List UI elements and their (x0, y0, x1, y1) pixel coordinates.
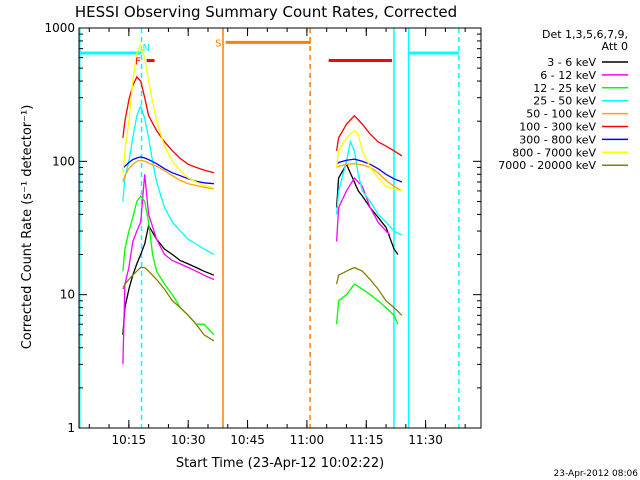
legend-label-0: 3 - 6 keV (547, 56, 596, 69)
series-line-0-1 (335, 162, 399, 255)
x-tick-label: 11:00 (290, 433, 325, 447)
series-line-2-1 (335, 283, 399, 325)
y-tick-label: 10 (60, 288, 75, 302)
plot-border (78, 27, 482, 429)
series-line-6-1 (336, 158, 403, 183)
legend-label-5: 100 - 300 keV (519, 121, 596, 134)
y-axis-ticks: 1 10 100 1000 (44, 21, 481, 435)
series-line-7-0 (122, 42, 215, 189)
plot-lines: F S N (79, 28, 460, 428)
legend-label-2: 12 - 25 keV (533, 82, 596, 95)
y-tick-label: 1000 (44, 21, 75, 35)
series-line-0-0 (122, 223, 215, 335)
legend-label-6: 300 - 800 keV (519, 133, 596, 146)
series-line-5-0 (122, 75, 215, 174)
series-line-8-1 (335, 266, 403, 316)
y-tick-label: 100 (52, 154, 75, 168)
series-line-3-1 (335, 139, 403, 236)
annotation-0: F (135, 57, 141, 68)
x-axis-ticks: 10:15 10:30 10:45 11:00 11:15 11:30 (88, 28, 466, 447)
legend-header-line-2: Att 0 (602, 40, 628, 53)
x-tick-label: 10:15 (112, 433, 147, 447)
series-line-7-1 (335, 129, 403, 192)
annotation-2: N (143, 43, 150, 54)
series-line-5-1 (335, 114, 403, 157)
x-tick-label: 10:30 (171, 433, 206, 447)
legend-header-line-1: Det 1,3,5,6,7,9, (542, 28, 628, 41)
x-tick-label: 11:30 (408, 433, 443, 447)
series-line-4-1 (336, 163, 403, 192)
series-line-1-1 (335, 176, 391, 242)
annotation-1: S (215, 38, 221, 49)
legend-label-3: 25 - 50 keV (533, 95, 596, 108)
x-tick-label: 11:15 (349, 433, 384, 447)
legend-label-8: 7000 - 20000 keV (498, 159, 596, 172)
chart-title: HESSI Observing Summary Count Rates, Cor… (75, 3, 457, 21)
legend-label-1: 6 - 12 keV (540, 69, 596, 82)
plot-frame (78, 27, 482, 429)
y-tick-label: 1 (67, 421, 75, 435)
series-line-4-0 (122, 159, 215, 190)
series-line-1-0 (122, 174, 215, 365)
x-axis-label: Start Time (23-Apr-12 10:02:22) (176, 456, 384, 471)
footer-timestamp: 23-Apr-2012 08:06 (554, 469, 639, 479)
y-axis-label: Corrected Count Rate (s⁻¹ detector⁻¹) (20, 105, 35, 350)
series-line-8-0 (122, 266, 215, 342)
legend-label-4: 50 - 100 keV (526, 108, 596, 121)
x-tick-label: 10:45 (230, 433, 265, 447)
legend-label-7: 800 - 7000 keV (512, 146, 596, 159)
